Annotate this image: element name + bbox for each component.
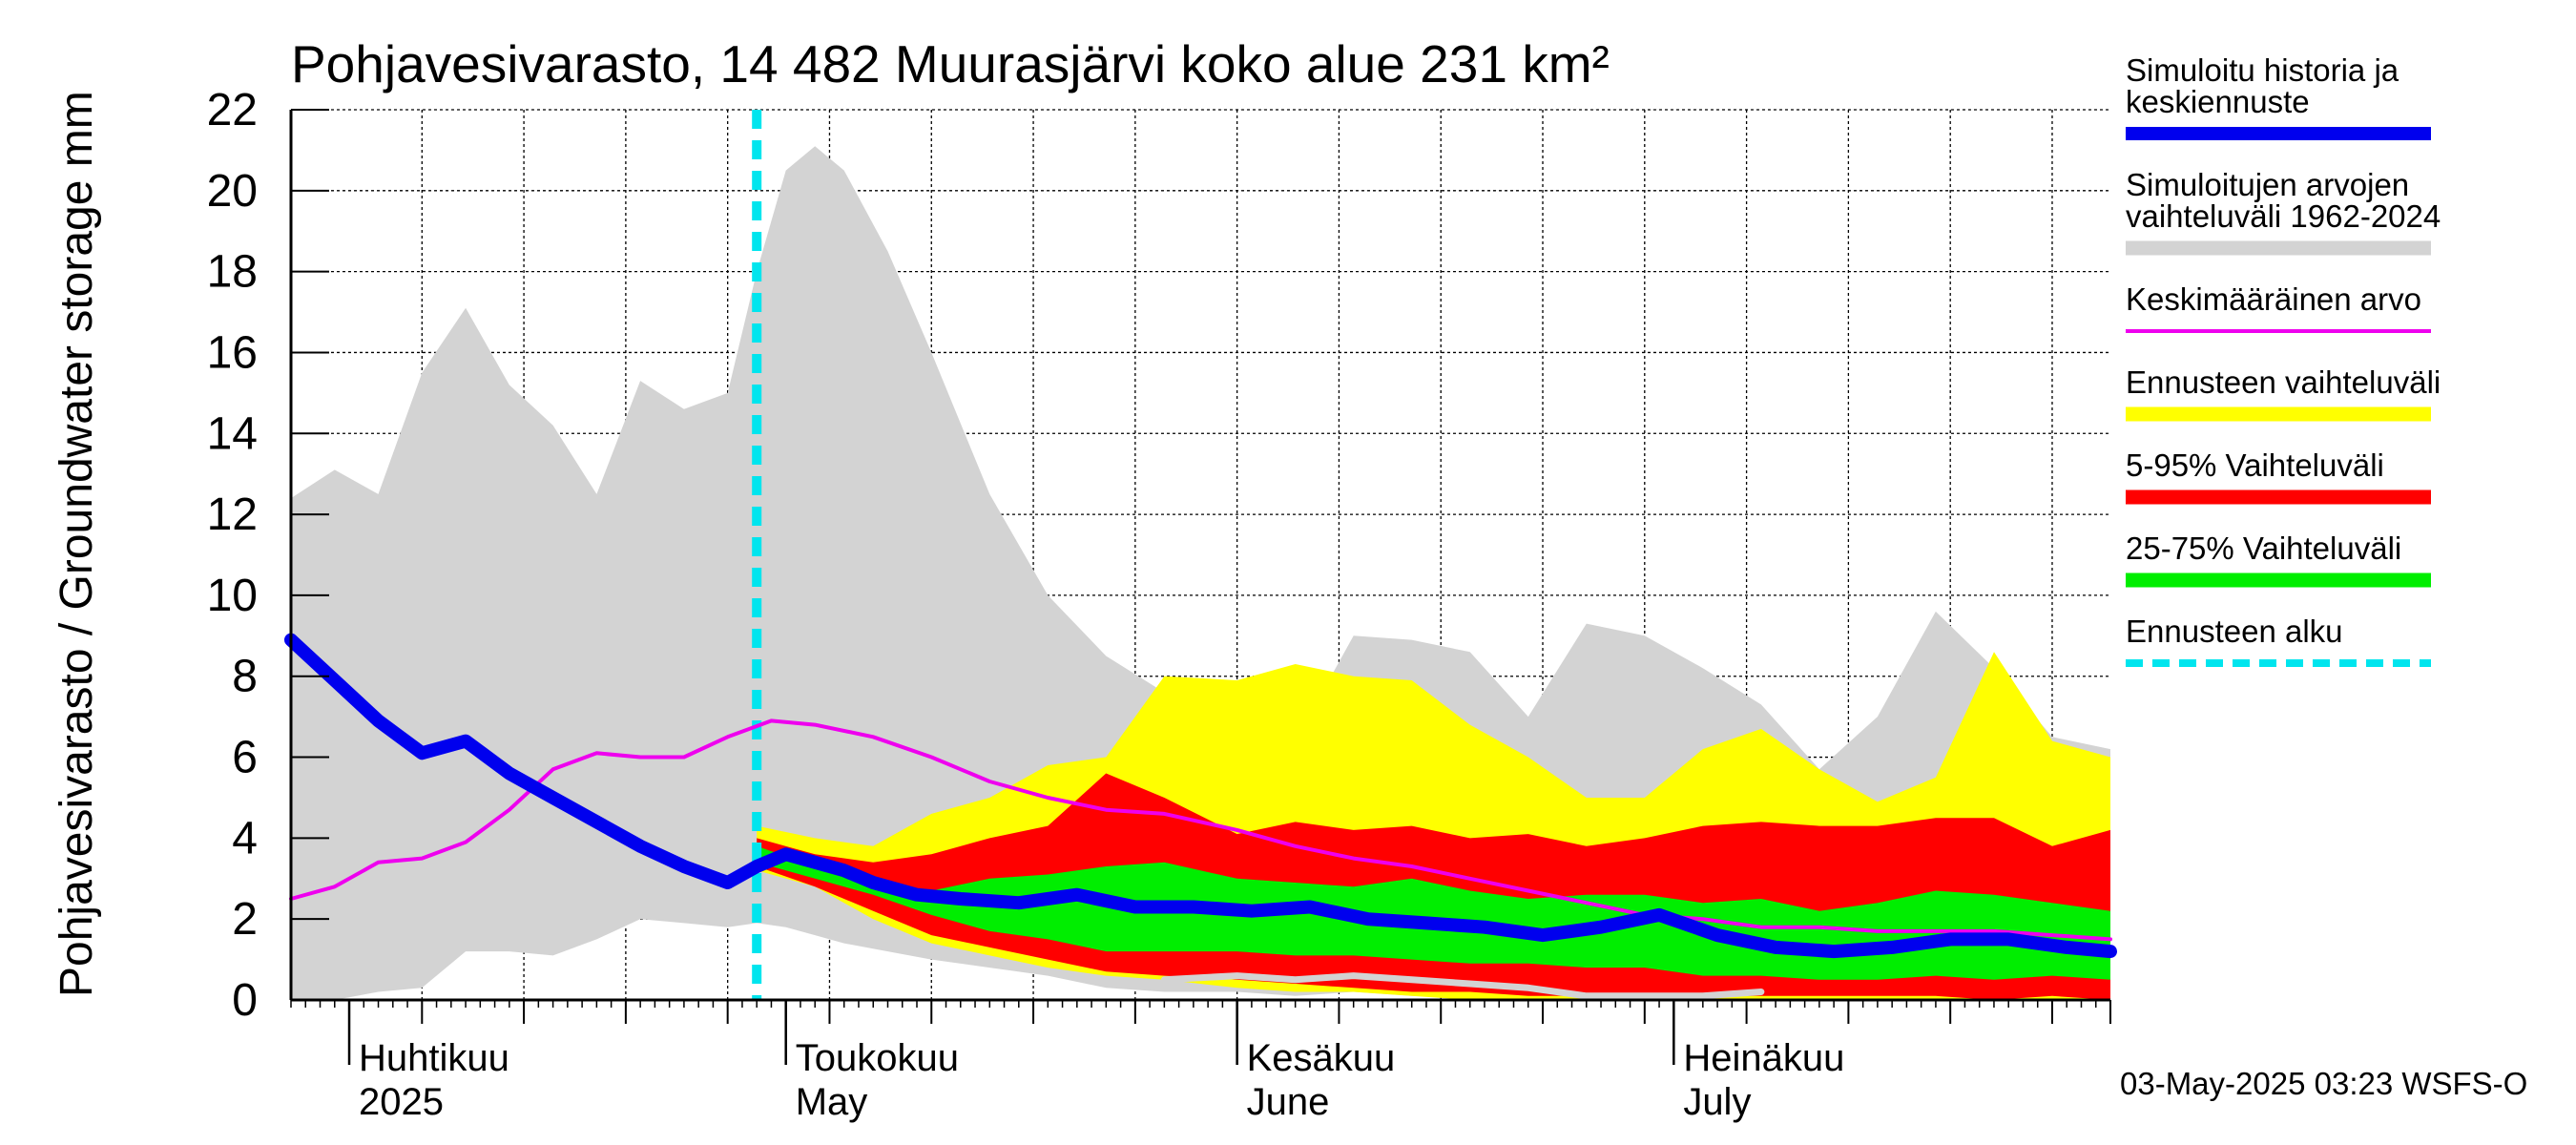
x-month-label: Kesäkuu <box>1247 1037 1396 1079</box>
x-month-sublabel: May <box>796 1081 868 1123</box>
y-tick-label: 18 <box>207 247 258 298</box>
legend-label: 25-75% Vaihteluväli <box>2126 531 2401 566</box>
y-tick-label: 12 <box>207 489 258 540</box>
y-tick-label: 2 <box>232 894 258 945</box>
legend-label: Simuloitujen arvojen <box>2126 167 2409 202</box>
chart-title: Pohjavesivarasto, 14 482 Muurasjärvi kok… <box>291 34 1610 94</box>
x-month-label: Heinäkuu <box>1683 1037 1844 1079</box>
legend-label: keskiennuste <box>2126 84 2310 119</box>
legend-label: Simuloitu historia ja <box>2126 52 2399 88</box>
legend-label: Ennusteen alku <box>2126 614 2343 649</box>
y-tick-label: 4 <box>232 813 258 864</box>
y-tick-label: 6 <box>232 733 258 783</box>
series-line-5 <box>284 633 2117 959</box>
y-tick-label: 8 <box>232 652 258 702</box>
footer-timestamp: 03-May-2025 03:23 WSFS-O <box>2120 1066 2527 1101</box>
y-tick-label: 16 <box>207 327 258 378</box>
legend-label: 5-95% Vaihteluväli <box>2126 448 2384 483</box>
y-axis-label: Pohjavesivarasto / Groundwater storage m… <box>52 91 102 997</box>
data-lines <box>284 110 2117 1000</box>
x-month-label: Huhtikuu <box>359 1037 509 1079</box>
legend-label: Ennusteen vaihteluväli <box>2126 364 2441 400</box>
legend-label: vaihteluväli 1962-2024 <box>2126 198 2441 234</box>
x-month-sublabel: 2025 <box>359 1081 444 1123</box>
band-area-0 <box>291 146 2110 1000</box>
legend-label: Keskimääräinen arvo <box>2126 281 2421 317</box>
x-month-label: Toukokuu <box>796 1037 959 1079</box>
data-bands <box>291 146 2111 1000</box>
x-month-sublabel: July <box>1683 1081 1751 1123</box>
x-month-sublabel: June <box>1247 1081 1330 1123</box>
series-line-6 <box>1160 972 1765 1000</box>
y-tick-label: 22 <box>207 85 258 135</box>
y-tick-label: 14 <box>207 408 258 459</box>
y-tick-label: 20 <box>207 166 258 217</box>
axes <box>289 109 2111 1065</box>
y-tick-label: 10 <box>207 571 258 621</box>
y-tick-label: 0 <box>232 975 258 1026</box>
